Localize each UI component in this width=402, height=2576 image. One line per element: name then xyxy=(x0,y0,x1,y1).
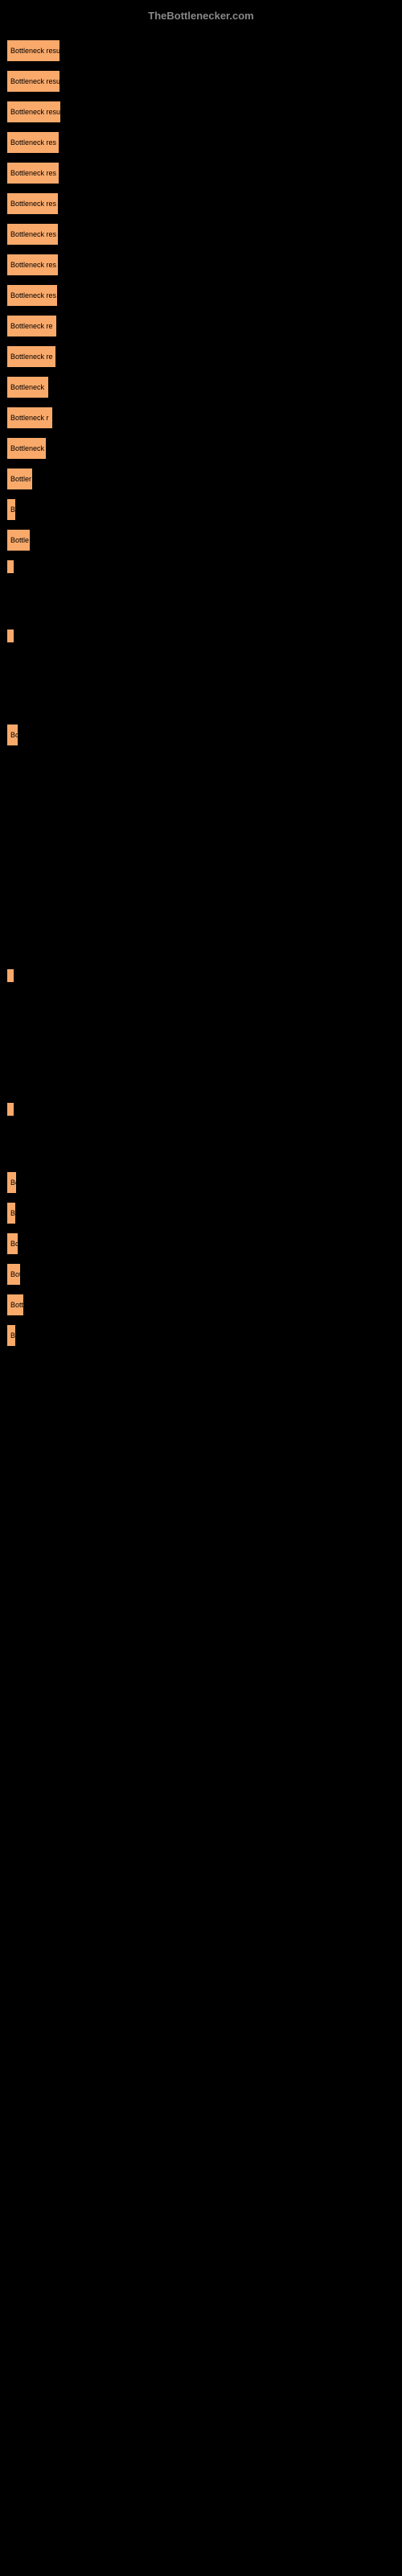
bottleneck-result-button[interactable]: Bottleneck res xyxy=(6,284,58,307)
bottleneck-result-button[interactable]: Bo xyxy=(6,1171,17,1194)
bottleneck-result-button[interactable]: B xyxy=(6,498,16,521)
bottleneck-result-button[interactable]: Bottleneck xyxy=(6,376,49,398)
bottleneck-result-button[interactable]: Bo xyxy=(6,1232,18,1255)
bottleneck-result-button[interactable]: Bottleneck res xyxy=(6,131,59,154)
bottleneck-result-button[interactable]: Bottleneck res xyxy=(6,162,59,184)
spacer xyxy=(0,651,402,716)
bottleneck-result-button[interactable]: Bot xyxy=(6,1263,21,1286)
bottleneck-result-button[interactable]: Bottleneck res xyxy=(6,192,59,215)
bottleneck-result-button[interactable]: Bottler xyxy=(6,468,33,490)
bottleneck-result-button[interactable]: Bottleneck res xyxy=(6,223,59,246)
bottleneck-result-button[interactable]: Bottleneck resu xyxy=(6,101,61,123)
bottleneck-result-button[interactable]: Bottleneck resu xyxy=(6,70,60,93)
bottleneck-result-button[interactable]: Bottleneck resu xyxy=(6,39,60,62)
site-header: TheBottlenecker.com xyxy=(0,0,402,25)
spacer xyxy=(0,991,402,1094)
bottleneck-result-button[interactable]: Bottleneck res xyxy=(6,254,59,276)
spacer xyxy=(0,754,402,960)
bottleneck-result-button[interactable]: B xyxy=(6,1324,16,1347)
bottleneck-result-button[interactable]: Bottleneck r xyxy=(6,407,53,429)
bottleneck-result-button[interactable]: Bo xyxy=(6,724,18,746)
bottleneck-result-button[interactable]: Bottleneck xyxy=(6,437,47,460)
spacer xyxy=(0,582,402,621)
site-title: TheBottlenecker.com xyxy=(148,10,254,22)
bottleneck-result-button[interactable] xyxy=(6,968,14,983)
bottleneck-result-button[interactable]: Bottle xyxy=(6,529,31,551)
bottleneck-result-button[interactable]: B xyxy=(6,1202,16,1224)
bottleneck-result-button[interactable]: Bottleneck re xyxy=(6,315,57,337)
bottleneck-result-button[interactable] xyxy=(6,1102,14,1117)
bottleneck-result-button[interactable]: Bottleneck re xyxy=(6,345,56,368)
bottleneck-result-button[interactable]: Bott xyxy=(6,1294,24,1316)
bottleneck-result-button[interactable] xyxy=(6,559,14,574)
spacer xyxy=(0,1125,402,1163)
buttons-container: Bottleneck resu Bottleneck resu Bottleneck… xyxy=(0,25,402,1361)
bottleneck-result-button[interactable] xyxy=(6,629,14,643)
